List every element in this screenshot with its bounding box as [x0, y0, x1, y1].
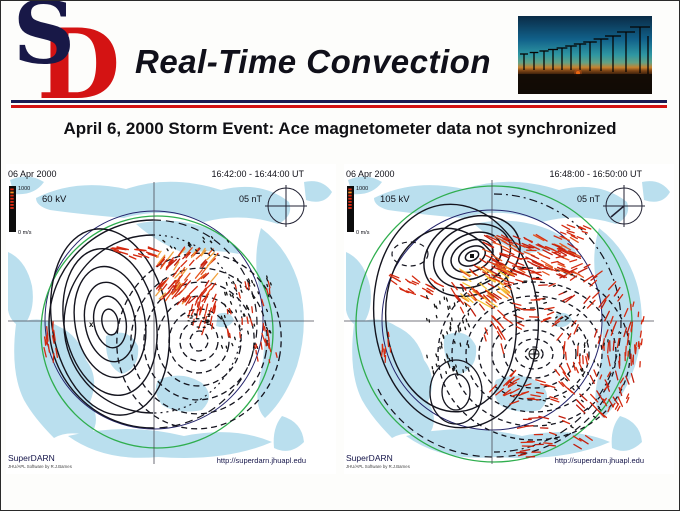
- slide-subtitle: April 6, 2000 Storm Event: Ace magnetome…: [63, 119, 617, 138]
- superdarn-url[interactable]: http://superdarn.jhuapl.edu: [555, 456, 644, 465]
- imf-scale-label: 05 nT: [577, 194, 601, 204]
- colorbar-min-label: 0 m/s: [18, 230, 32, 236]
- map-time-range: 16:42:00 - 16:44:00 UT: [211, 169, 304, 179]
- dawn-cell-solid: [49, 228, 171, 416]
- antenna-poles: [520, 26, 650, 74]
- header-divider: [11, 100, 667, 108]
- logo-letter-s: S: [13, 0, 76, 84]
- negative-cell-plus-marker: [528, 348, 540, 360]
- imf-dial-needle: [610, 205, 625, 218]
- convection-boundary-green: [40, 215, 274, 449]
- map-time-range: 16:48:00 - 16:50:00 UT: [549, 169, 642, 179]
- antenna-photo-art: [518, 16, 652, 94]
- photo-ground: [518, 74, 652, 94]
- software-credit: JHU/APL Software by R.J.Barnes: [8, 464, 72, 469]
- divider-navy-line: [11, 100, 667, 103]
- antenna-array-photo: [518, 16, 652, 94]
- crosshair-axes: [8, 182, 314, 464]
- potential-label: 60 kV: [42, 194, 67, 205]
- superdarn-credit: SuperDARN: [8, 453, 55, 463]
- vector-field: [43, 236, 278, 364]
- superdarn-sd-logo: D S: [11, 0, 120, 113]
- potential-label: 105 kV: [380, 194, 410, 205]
- software-credit: JHU/APL Software by R.J.Barnes: [346, 464, 410, 469]
- superdarn-url[interactable]: http://superdarn.jhuapl.edu: [217, 456, 306, 465]
- velocity-colorbar: [9, 186, 16, 232]
- slide-title: Real-Time Convection: [135, 43, 491, 80]
- colorbar-max-label: 1000: [356, 186, 368, 192]
- positive-cell-marker: [470, 254, 474, 258]
- logo-letter-d: D: [37, 8, 121, 121]
- vector-field: [380, 224, 645, 458]
- convection-map-1642ut: x 1000 0 m/s 06 Apr 2000 16:42:00 - 16:4…: [6, 164, 336, 474]
- divider-red-line: [11, 105, 667, 108]
- map-date: 06 Apr 2000: [8, 169, 57, 179]
- map-date: 06 Apr 2000: [346, 169, 395, 179]
- superdarn-credit: SuperDARN: [346, 453, 393, 463]
- colorbar-min-label: 0 m/s: [356, 230, 370, 236]
- convection-map-1648ut: 1000 0 m/s 06 Apr 2000 16:48:00 - 16:50:…: [344, 164, 674, 474]
- imf-scale-label: 05 nT: [239, 194, 263, 204]
- colorbar-max-label: 1000: [18, 186, 30, 192]
- velocity-colorbar: [347, 186, 354, 232]
- cell-center-x-marker: x: [89, 320, 94, 329]
